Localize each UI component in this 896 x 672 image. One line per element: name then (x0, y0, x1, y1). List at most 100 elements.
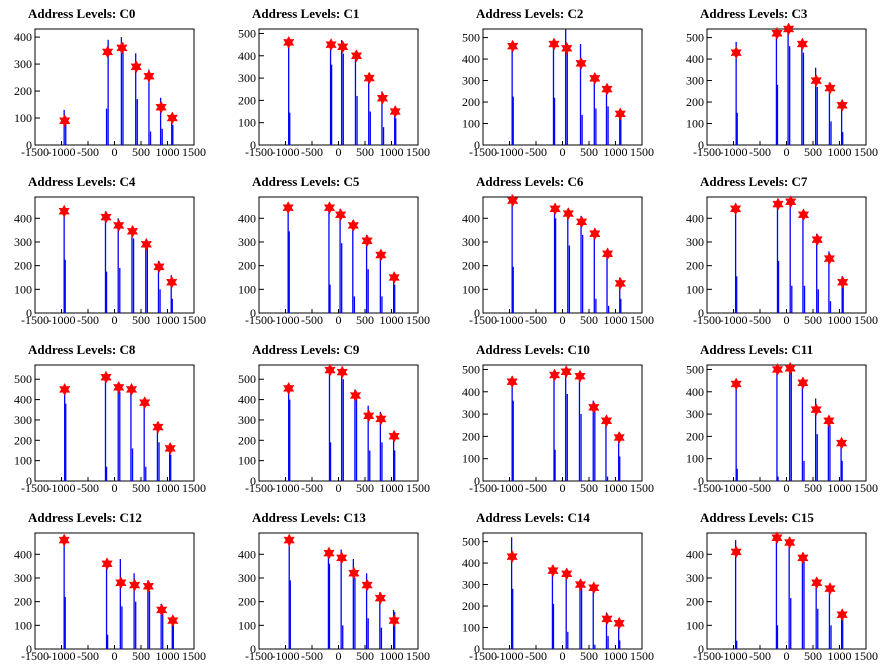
y-tick-label: 100 (462, 282, 480, 296)
peak-marker (824, 582, 836, 596)
y-tick-label: 0 (26, 642, 32, 656)
peak-marker (325, 38, 337, 52)
peak-marker (506, 550, 518, 564)
peak-marker (810, 403, 822, 417)
peak-marker (560, 365, 572, 379)
peak-marker (600, 414, 613, 428)
peak-marker (729, 202, 742, 216)
chart-plot: 0 100 200 300 400 500 -1500-1000 -500 0 500 1000 15… (238, 363, 430, 495)
chart-panel: Address Levels: C7 0 100 200 300 400 -1500 -100… (672, 168, 896, 336)
x-tick-label: 1000 (156, 145, 180, 159)
peak-marker (614, 107, 626, 121)
x-tick-label: 500 (356, 649, 374, 663)
x-tick-label: -1500 (245, 313, 273, 327)
chart-plot: 0 100 200 300 400 -1500-1000 -500 0 500 1000 1500 (14, 196, 206, 327)
peak-marker (835, 436, 848, 450)
peak-marker (507, 194, 519, 208)
x-tick-label: 500 (580, 649, 598, 663)
y-tick-label: 400 (14, 393, 32, 407)
peak-marker (59, 114, 71, 128)
y-tick-label: 200 (462, 259, 480, 273)
peak-marker (139, 396, 151, 410)
x-tick-label: 500 (580, 145, 598, 159)
y-tick-label: 500 (462, 362, 480, 376)
x-tick-label: -1500 (469, 481, 497, 495)
x-tick-label: -1000 (272, 145, 300, 159)
peak-marker (361, 234, 373, 248)
x-tick-label: -1500 (469, 649, 497, 663)
peak-marker (323, 546, 335, 560)
chart-title: Address Levels: C2 (476, 6, 584, 21)
y-tick-label: 300 (686, 571, 704, 585)
y-tick-label: 0 (26, 306, 32, 320)
x-tick-label: 0 (336, 145, 342, 159)
y-tick-label: 500 (14, 372, 32, 386)
y-tick-label: 200 (14, 595, 32, 609)
peak-marker (388, 429, 400, 443)
peak-marker (575, 56, 587, 70)
y-tick-label: 200 (14, 84, 32, 98)
chart-plot: 0 100 200 300 400 500 -1500-1000 -500 0 500 1000 15… (686, 361, 878, 495)
y-tick-label: 300 (238, 235, 256, 249)
y-tick-label: 200 (686, 259, 704, 273)
chart-panel: Address Levels: C11 0 100 200 300 400 500 -1500… (672, 336, 896, 504)
x-tick-label: 1500 (406, 145, 430, 159)
x-tick-label: -1500 (21, 649, 49, 663)
x-tick-label: -1000 (496, 649, 524, 663)
peak-marker (547, 564, 559, 578)
x-tick-label: 500 (804, 145, 822, 159)
peak-marker (797, 376, 809, 390)
chart-plot: 0 100 200 300 400 500 -1500-1000 -500 0 500 1000 15… (14, 364, 206, 495)
x-tick-label: -500 (525, 649, 547, 663)
peak-marker (58, 204, 70, 218)
chart-title: Address Levels: C3 (700, 6, 808, 21)
y-tick-label: 300 (462, 235, 480, 249)
y-tick-label: 400 (14, 30, 32, 44)
x-tick-label: 1500 (182, 481, 206, 495)
y-tick-label: 300 (462, 407, 480, 421)
chart-plot: 0 100 200 300 400 500 -1500-1000 -500 0 500 1000 15… (686, 22, 878, 159)
x-tick-label: 1000 (828, 313, 852, 327)
x-tick-label: 1500 (630, 145, 654, 159)
peak-marker (113, 380, 125, 394)
x-tick-label: 500 (356, 481, 374, 495)
peak-marker (562, 207, 574, 221)
x-tick-label: -1500 (693, 145, 721, 159)
y-tick-label: 400 (462, 211, 480, 225)
x-tick-label: 1000 (380, 313, 404, 327)
peak-marker (548, 37, 560, 51)
x-tick-label: -1000 (48, 145, 76, 159)
peak-marker (796, 37, 809, 51)
chart-title: Address Levels: C15 (700, 510, 814, 525)
y-tick-label: 200 (686, 429, 704, 443)
x-tick-label: 1500 (854, 145, 878, 159)
x-tick-label: 0 (560, 649, 566, 663)
y-tick-label: 400 (238, 547, 256, 561)
chart-panel: Address Levels: C2 0 100 200 300 400 500 -1500-… (448, 0, 672, 168)
peak-marker (128, 578, 141, 592)
x-tick-label: 1000 (604, 649, 628, 663)
peak-marker (507, 39, 519, 53)
y-tick-label: 400 (462, 556, 480, 570)
y-tick-label: 500 (238, 26, 256, 40)
chart-plot: 0 100 200 300 400 -1500-1000 -500 0 500 1000 1500 (686, 195, 878, 327)
chart-title: Address Levels: C0 (28, 6, 136, 21)
y-tick-label: 100 (686, 117, 704, 131)
peak-marker (58, 533, 70, 547)
y-tick-label: 0 (698, 642, 704, 656)
peak-marker (347, 218, 359, 232)
peak-marker (589, 71, 601, 85)
peak-marker (784, 535, 796, 550)
chart-plot: 0 100 200 300 400 500 -1500-1000 -500 0 500 1000 15… (462, 28, 654, 159)
peak-marker (388, 614, 400, 628)
y-tick-label: 200 (686, 595, 704, 609)
peak-marker (156, 603, 168, 617)
x-tick-label: 1000 (828, 145, 852, 159)
x-tick-label: -1500 (693, 649, 721, 663)
x-tick-label: 500 (356, 313, 374, 327)
peak-marker (388, 270, 400, 285)
y-tick-label: 200 (238, 433, 256, 447)
peak-marker (376, 91, 389, 105)
peak-marker (167, 614, 179, 628)
x-tick-label: -1000 (272, 481, 300, 495)
